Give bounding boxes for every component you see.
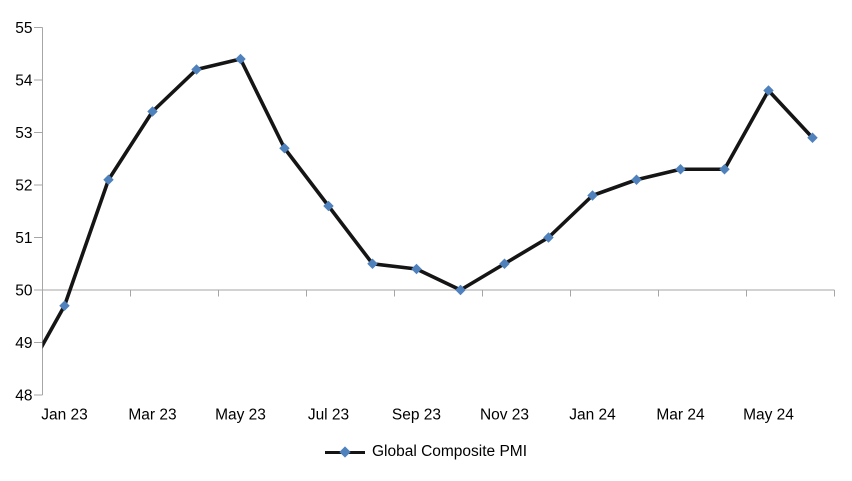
y-tick-label: 50 xyxy=(15,282,33,299)
data-point-marker xyxy=(455,284,466,296)
y-tick-label: 54 xyxy=(15,72,33,89)
y-tick-label: 55 xyxy=(15,20,32,37)
data-point-marker xyxy=(367,258,378,269)
y-tick-label: 51 xyxy=(15,230,32,247)
x-tick-label: Mar 24 xyxy=(656,407,705,424)
x-tick-label: Sep 23 xyxy=(392,407,441,424)
legend: Global Composite PMI xyxy=(0,443,852,461)
pmi-series-markers xyxy=(59,53,818,311)
data-point-marker xyxy=(631,174,642,185)
x-tick-label: Jan 23 xyxy=(41,407,88,424)
pmi-series-line xyxy=(42,57,815,349)
y-tick-label: 53 xyxy=(15,125,32,142)
data-point-marker xyxy=(411,263,422,275)
data-point-marker xyxy=(499,258,510,269)
data-point-marker xyxy=(279,143,290,154)
data-point-marker xyxy=(323,200,334,212)
x-tick-label: May 23 xyxy=(215,407,266,424)
x-tick-label: Jan 24 xyxy=(569,407,616,424)
legend-line-sample xyxy=(324,445,365,459)
x-tick-label: Mar 23 xyxy=(128,407,176,424)
x-tick-label: Nov 23 xyxy=(480,407,529,424)
y-tick-label: 52 xyxy=(15,177,32,194)
data-point-marker xyxy=(59,300,70,311)
y-tick-label: 48 xyxy=(15,387,32,404)
x-tick-label: Jul 23 xyxy=(308,407,349,424)
legend-diamond-marker-icon xyxy=(339,446,351,458)
x-tick-label: May 24 xyxy=(743,407,794,424)
y-tick-label: 49 xyxy=(15,335,32,352)
legend-label: Global Composite PMI xyxy=(371,443,528,460)
data-point-marker xyxy=(675,164,686,175)
